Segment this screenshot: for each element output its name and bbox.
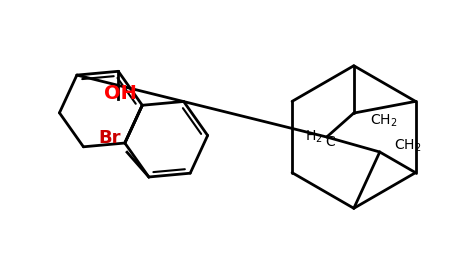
Text: Br: Br — [98, 129, 120, 147]
Text: CH$_2$: CH$_2$ — [393, 138, 421, 154]
Text: CH$_2$: CH$_2$ — [370, 113, 397, 129]
Text: C: C — [325, 135, 335, 149]
Text: H$_2$: H$_2$ — [305, 129, 323, 145]
Text: OH: OH — [104, 84, 137, 103]
